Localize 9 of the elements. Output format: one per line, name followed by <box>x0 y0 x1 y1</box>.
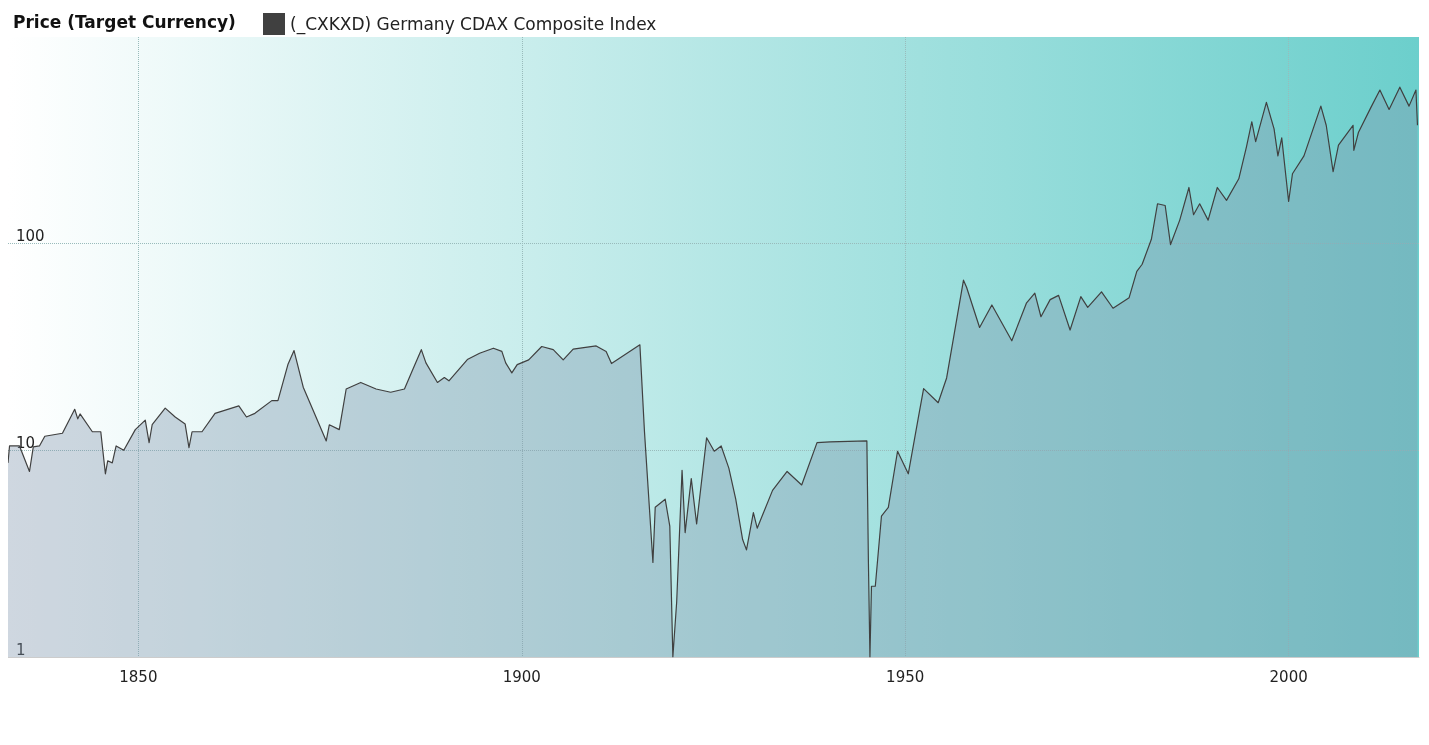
chart-title: Price (Target Currency) <box>13 11 236 32</box>
x-tick-label: 2000 <box>1269 667 1308 686</box>
x-tick-label: 1850 <box>119 667 158 686</box>
x-tick-label: 1950 <box>886 667 925 686</box>
legend-label: (_CXKXD) Germany CDAX Composite Index <box>290 14 657 35</box>
y-tick-label: 100 <box>16 227 45 246</box>
y-tick-label: 1 <box>16 640 26 659</box>
x-tick-label: 1900 <box>502 667 541 686</box>
y-tick-label: 10 <box>16 433 36 452</box>
